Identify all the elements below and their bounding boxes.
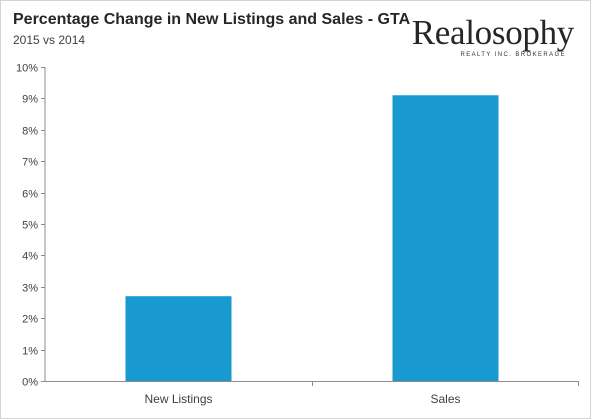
- y-tick-label: 10%: [16, 63, 38, 75]
- y-tick-label: 0%: [22, 377, 38, 389]
- y-tick-label: 3%: [22, 283, 38, 295]
- bars: [125, 95, 499, 381]
- y-tick-label: 2%: [22, 314, 38, 326]
- chart-subtitle: 2015 vs 2014: [13, 33, 86, 47]
- x-tick-label: Sales: [430, 392, 460, 406]
- x-tick-label: New Listings: [144, 392, 212, 406]
- y-tick-label: 8%: [22, 126, 38, 138]
- brand-logo: Realosophy REALTY INC. BROKERAGE: [411, 13, 575, 59]
- y-tick-label: 1%: [22, 346, 38, 358]
- y-tick-label: 5%: [22, 220, 38, 232]
- x-axis: New Listings Sales: [45, 381, 579, 406]
- y-tick-label: 6%: [22, 189, 38, 201]
- brand-name: Realosophy: [411, 13, 575, 52]
- brand-tagline: REALTY INC. BROKERAGE: [460, 52, 566, 58]
- bar-new-listings: [125, 296, 232, 381]
- y-tick-label: 7%: [22, 157, 38, 169]
- y-tick-label: 4%: [22, 251, 38, 263]
- y-axis: 0% 1% 2% 3% 4% 5% 6% 7% 8% 9% 10%: [16, 63, 46, 389]
- y-tick-label: 9%: [22, 94, 38, 106]
- bar-sales: [392, 95, 499, 381]
- chart-title: Percentage Change in New Listings and Sa…: [13, 11, 411, 28]
